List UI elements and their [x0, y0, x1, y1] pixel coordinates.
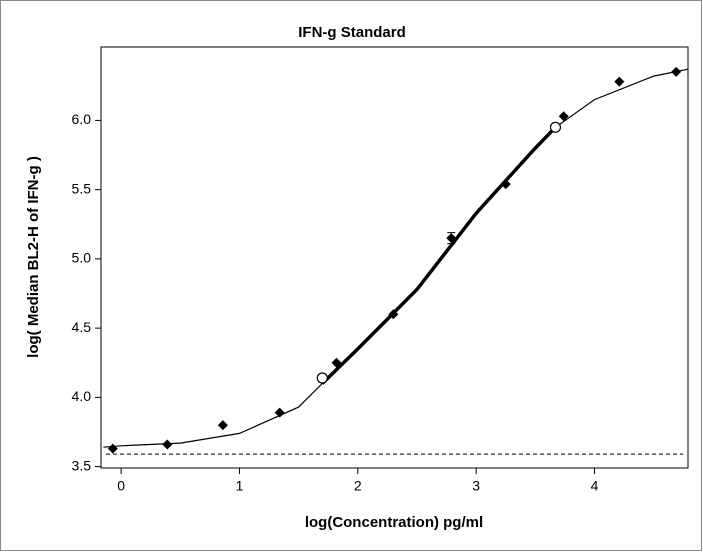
- y-tick-label: 4.0: [72, 388, 92, 404]
- y-tick-label: 4.5: [72, 319, 92, 335]
- x-axis-label: log(Concentration) pg/ml: [305, 514, 483, 531]
- fit-curve-highlight: [321, 126, 557, 385]
- y-tick-label: 6.0: [72, 111, 92, 127]
- point: [274, 407, 285, 418]
- point: [500, 179, 511, 190]
- x-tick-label: 2: [354, 478, 362, 494]
- y-tick-label: 3.5: [72, 457, 92, 473]
- point: [671, 66, 682, 77]
- point: [217, 420, 228, 431]
- point: [162, 439, 173, 450]
- point: [388, 309, 399, 320]
- x-tick-label: 1: [236, 478, 244, 494]
- x-tick-label: 4: [591, 478, 599, 494]
- point-open: [549, 121, 562, 133]
- x-tick-label: 3: [472, 478, 480, 494]
- point-open: [316, 372, 328, 384]
- point: [614, 76, 625, 87]
- point: [446, 233, 457, 244]
- x-tick-label: 0: [117, 478, 125, 494]
- y-tick-label: 5.5: [72, 180, 92, 196]
- point: [558, 111, 569, 122]
- chart-title: IFN-g Standard: [298, 24, 406, 41]
- y-axis-label: log( Median BL2-H of IFN-g ): [25, 156, 42, 358]
- point: [107, 443, 118, 454]
- point: [331, 357, 342, 368]
- y-tick-label: 5.0: [72, 250, 92, 266]
- plot-frame: [100, 46, 689, 469]
